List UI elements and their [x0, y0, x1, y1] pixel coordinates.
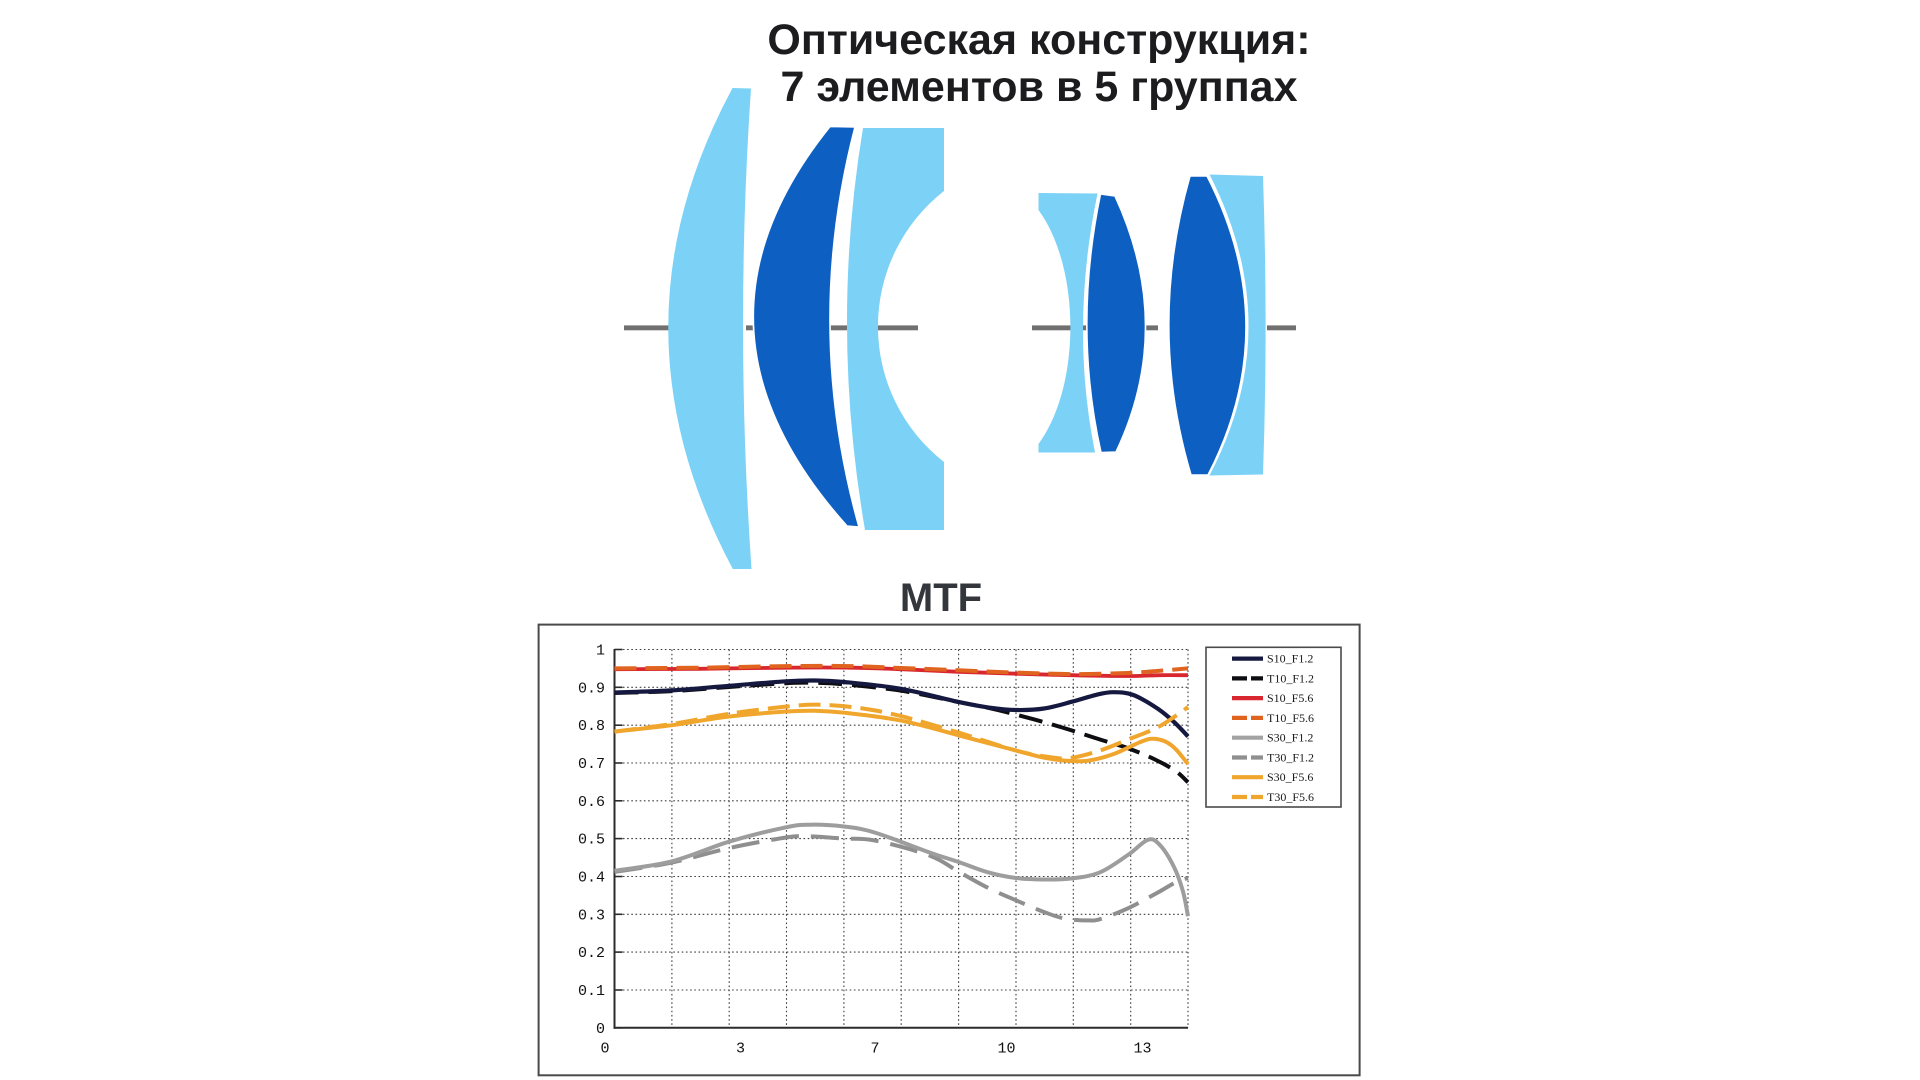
- svg-text:S30_F1.2: S30_F1.2: [1267, 731, 1313, 745]
- svg-text:0.8: 0.8: [578, 718, 605, 735]
- svg-text:7: 7: [870, 1041, 879, 1058]
- svg-text:0.3: 0.3: [578, 907, 605, 924]
- svg-text:0.2: 0.2: [578, 945, 605, 962]
- svg-text:1: 1: [596, 643, 605, 660]
- svg-text:3: 3: [736, 1041, 745, 1058]
- svg-text:T10_F5.6: T10_F5.6: [1267, 711, 1314, 725]
- svg-text:S10_F1.2: S10_F1.2: [1267, 652, 1313, 666]
- svg-text:T10_F1.2: T10_F1.2: [1267, 671, 1314, 685]
- svg-text:T30_F5.6: T30_F5.6: [1267, 790, 1314, 804]
- svg-text:0: 0: [596, 1021, 605, 1038]
- svg-text:0.5: 0.5: [578, 832, 605, 849]
- svg-text:13: 13: [1133, 1041, 1151, 1058]
- svg-text:S10_F5.6: S10_F5.6: [1267, 691, 1313, 705]
- svg-text:0: 0: [600, 1041, 609, 1058]
- svg-text:0.9: 0.9: [578, 680, 605, 697]
- svg-text:T30_F1.2: T30_F1.2: [1267, 751, 1314, 765]
- svg-text:0.7: 0.7: [578, 756, 605, 773]
- svg-text:S30_F5.6: S30_F5.6: [1267, 770, 1313, 784]
- svg-text:0.1: 0.1: [578, 983, 605, 1000]
- svg-text:0.4: 0.4: [578, 870, 605, 887]
- svg-text:0.6: 0.6: [578, 794, 605, 811]
- svg-text:10: 10: [997, 1041, 1015, 1058]
